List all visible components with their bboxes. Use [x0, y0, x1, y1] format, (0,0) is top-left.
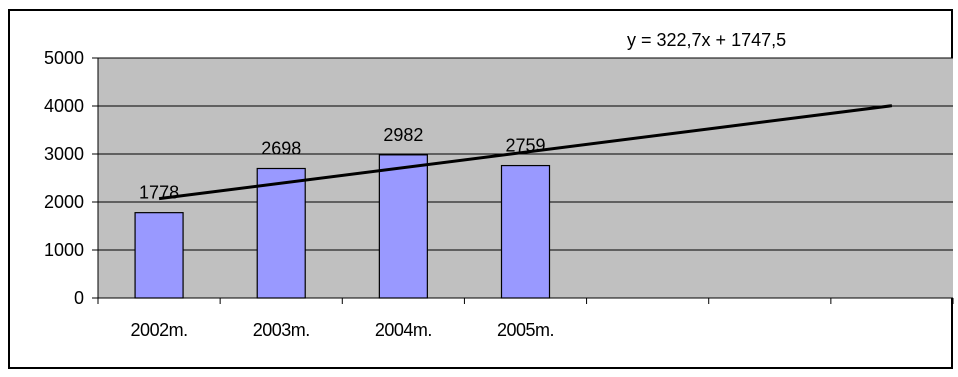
y-tick-labels: 0 1000 2000 3000 4000 5000: [44, 48, 84, 308]
y-tick-label: 5000: [44, 48, 84, 68]
x-tick-label: 2002m.: [131, 320, 188, 340]
axes: [92, 57, 954, 304]
x-tick-label: 2003m.: [253, 320, 310, 340]
bar: [256, 167, 306, 299]
y-tick-label: 3000: [44, 144, 84, 164]
bar-series: [134, 154, 551, 299]
y-tick-label: 2000: [44, 192, 84, 212]
y-tick-label: 1000: [44, 240, 84, 260]
data-label: 1778: [139, 183, 179, 203]
trendline: [158, 104, 893, 201]
x-tick-label: 2005m.: [497, 320, 554, 340]
trendline-equation: y = 322,7x + 1747,5: [627, 30, 786, 50]
y-tick-label: 0: [74, 288, 84, 308]
bar: [500, 164, 551, 299]
data-label: 2982: [383, 125, 423, 145]
trendline-group: [158, 104, 893, 201]
y-tick-label: 4000: [44, 96, 84, 116]
bar: [134, 212, 184, 299]
bar: [378, 154, 428, 299]
x-tick-labels: 2002m. 2003m. 2004m. 2005m.: [131, 320, 555, 340]
data-label: 2698: [261, 138, 301, 158]
x-tick-label: 2004m.: [375, 320, 432, 340]
